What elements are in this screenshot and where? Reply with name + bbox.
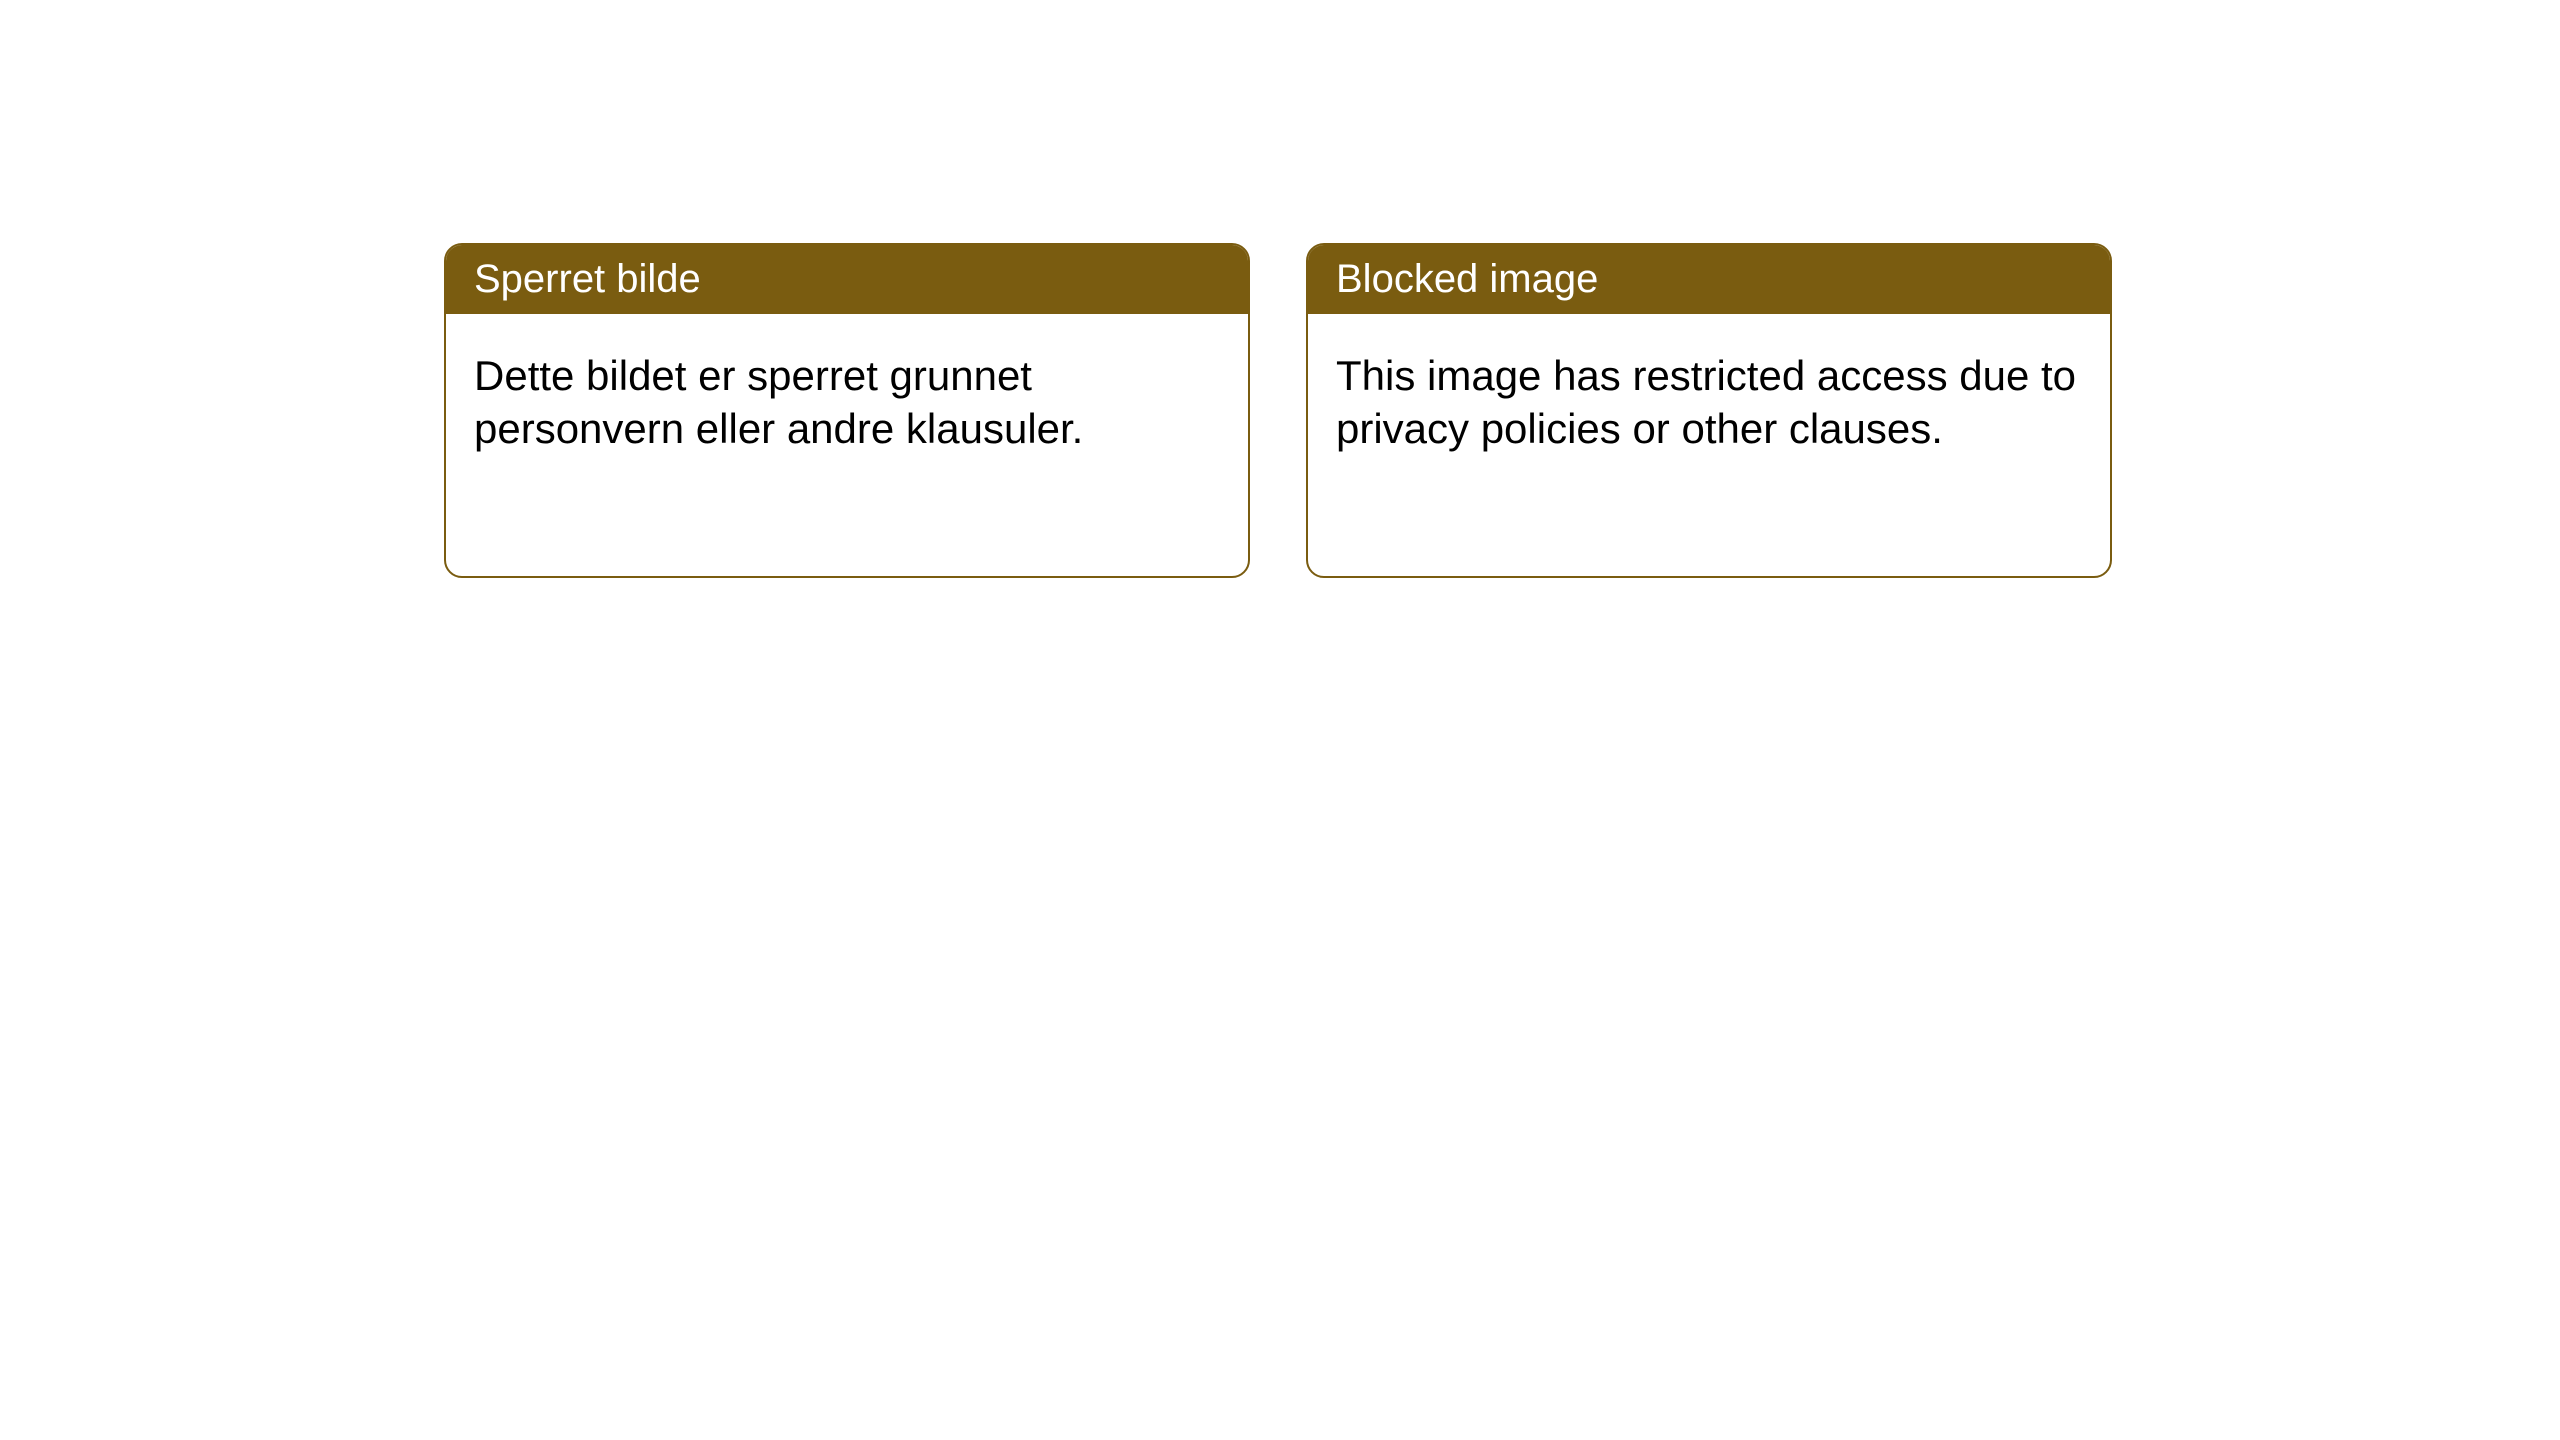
notice-body: Dette bildet er sperret grunnet personve… [446,314,1248,491]
notice-header: Sperret bilde [446,245,1248,314]
notice-card-norwegian: Sperret bilde Dette bildet er sperret gr… [444,243,1250,578]
notice-card-english: Blocked image This image has restricted … [1306,243,2112,578]
notice-body: This image has restricted access due to … [1308,314,2110,491]
notice-header: Blocked image [1308,245,2110,314]
notice-container: Sperret bilde Dette bildet er sperret gr… [0,0,2560,578]
